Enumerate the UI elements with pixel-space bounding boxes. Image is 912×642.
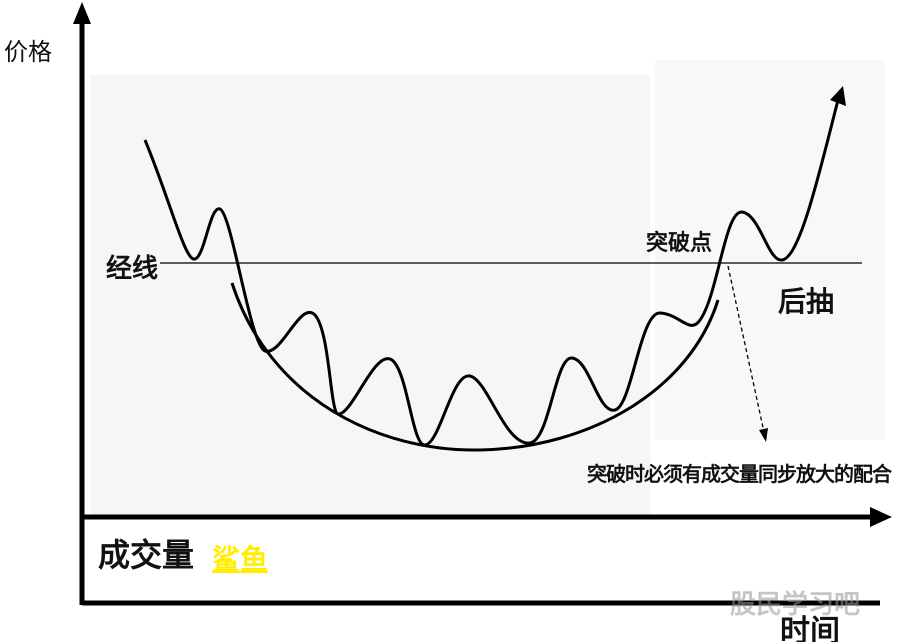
x-axis-label: 时间 [780, 614, 840, 642]
dashed-arrowhead [759, 428, 768, 442]
breakout-point-label: 突破点 [646, 231, 713, 256]
volume-axis-arrowhead [870, 507, 892, 527]
watermark: 股民学习吧 [730, 590, 861, 620]
background-shade [90, 75, 650, 515]
price-line [143, 99, 840, 447]
dashed-arrow [727, 265, 765, 433]
price-arrowhead [830, 86, 846, 106]
y-axis-arrowhead [73, 2, 91, 24]
shark-label: 鲨鱼 [212, 543, 269, 576]
rounding-bottom-arc [230, 282, 720, 452]
y-axis-label: 价格 [4, 38, 52, 66]
pullback-label: 后抽 [778, 285, 835, 318]
volume-label: 成交量 [98, 536, 195, 574]
neckline-label: 经线 [106, 254, 159, 284]
volume-note: 突破时必须有成交量同步放大的配合 [587, 462, 892, 486]
